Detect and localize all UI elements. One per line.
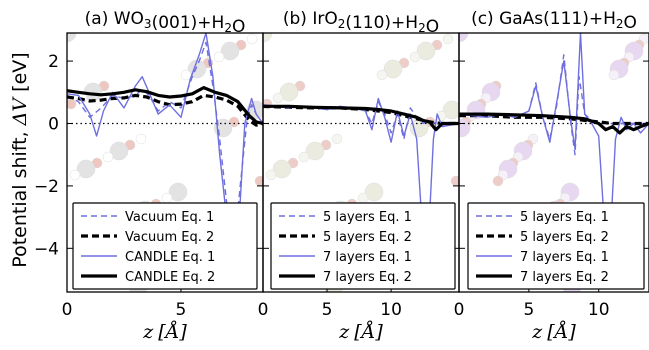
series-line-3 bbox=[67, 86, 263, 126]
x-tick-label: 0 bbox=[258, 300, 269, 320]
x-tick-label: 10 bbox=[380, 300, 402, 320]
legend-entry: Vacuum Eq. 2 bbox=[125, 230, 214, 245]
x-tick-label: 0 bbox=[62, 300, 73, 320]
series-line-3 bbox=[459, 112, 649, 135]
legend-entry: 7 layers Eq. 2 bbox=[323, 270, 412, 285]
y-tick-label: 0 bbox=[48, 114, 59, 134]
x-tick-label: 5 bbox=[176, 300, 187, 320]
x-tick-label: 5 bbox=[523, 300, 534, 320]
series-line-2 bbox=[67, 33, 263, 268]
y-tick-label: 2 bbox=[48, 52, 59, 72]
series-line-3 bbox=[263, 104, 459, 132]
x-axis-label: z [Å] bbox=[142, 321, 187, 343]
y-axis-label-symbol: ΔV bbox=[9, 96, 31, 127]
y-axis-label: Potential shift, ΔV [eV] bbox=[9, 52, 31, 267]
legend-entry: 7 layers Eq. 1 bbox=[323, 250, 412, 265]
y-tick-label: −2 bbox=[34, 177, 59, 197]
legend: Vacuum Eq. 1 Vacuum Eq. 2 CANDLE Eq. 1 CAND… bbox=[72, 202, 258, 290]
y-tick-label: −4 bbox=[34, 239, 59, 259]
panel-title: (c) GaAs(111)+H2O bbox=[471, 9, 637, 33]
legend-entry: 5 layers Eq. 2 bbox=[323, 230, 412, 245]
svg-text:Potential shift, ΔV [eV]: Potential shift, ΔV [eV] bbox=[9, 52, 31, 267]
y-axis-label-unit: [eV] bbox=[9, 52, 31, 98]
x-tick-label: 5 bbox=[322, 300, 333, 320]
panel-a: −4 −2 0 2 0 5 (a) WO3(001)+H2O z [Å] Vacuum Eq. 1… bbox=[34, 9, 264, 343]
legend-entry: 5 layers Eq. 1 bbox=[520, 210, 609, 225]
legend-entry: 5 layers Eq. 2 bbox=[520, 230, 609, 245]
legend-entry: Vacuum Eq. 1 bbox=[125, 210, 214, 225]
legend-entry: CANDLE Eq. 2 bbox=[125, 270, 215, 285]
y-axis-label-text: Potential shift, bbox=[9, 125, 31, 267]
x-tick-label: 10 bbox=[588, 300, 610, 320]
panel-title: (a) WO3(001)+H2O bbox=[85, 9, 246, 37]
x-axis-label: z [Å] bbox=[531, 321, 576, 343]
legend: 5 layers Eq. 1 5 layers Eq. 2 7 layers Eq.… bbox=[270, 202, 456, 290]
legend-entry: 7 layers Eq. 1 bbox=[520, 250, 609, 265]
legend-entry: 7 layers Eq. 2 bbox=[520, 270, 609, 285]
legend-entry: CANDLE Eq. 1 bbox=[125, 250, 215, 265]
x-tick-label: 0 bbox=[454, 300, 465, 320]
legend: 5 layers Eq. 1 5 layers Eq. 2 7 layers Eq.… bbox=[467, 202, 645, 290]
legend-entry: 5 layers Eq. 1 bbox=[323, 210, 412, 225]
panel-title: (b) IrO2(110)+H2O bbox=[283, 9, 439, 37]
x-axis-label: z [Å] bbox=[338, 321, 383, 343]
plot-frame bbox=[458, 32, 649, 293]
